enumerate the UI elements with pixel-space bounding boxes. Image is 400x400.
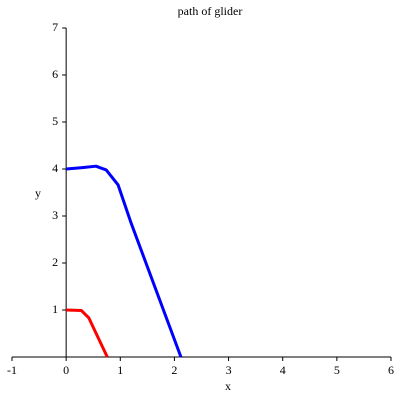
series-line [66, 308, 109, 358]
y-tick-label: 4 [52, 161, 58, 175]
chart-title: path of glider [178, 4, 243, 18]
x-tick-label: 0 [63, 363, 69, 377]
y-tick-label: 1 [52, 302, 58, 316]
x-axis-label: x [225, 379, 231, 393]
y-tick-label: 2 [52, 255, 58, 269]
x-tick-label: 4 [280, 363, 286, 377]
y-tick-label: 5 [52, 114, 58, 128]
series-line [66, 164, 183, 358]
x-tick-label: 1 [117, 363, 123, 377]
x-tick-label: 3 [226, 363, 232, 377]
x-tick-label: 5 [334, 363, 340, 377]
x-tick-label: -1 [7, 363, 17, 377]
x-tick-label: 2 [171, 363, 177, 377]
y-tick-label: 7 [52, 20, 58, 34]
y-tick-label: 3 [52, 208, 58, 222]
y-axis-label: y [35, 186, 41, 200]
y-tick-label: 6 [52, 67, 58, 81]
x-tick-label: 6 [388, 363, 394, 377]
